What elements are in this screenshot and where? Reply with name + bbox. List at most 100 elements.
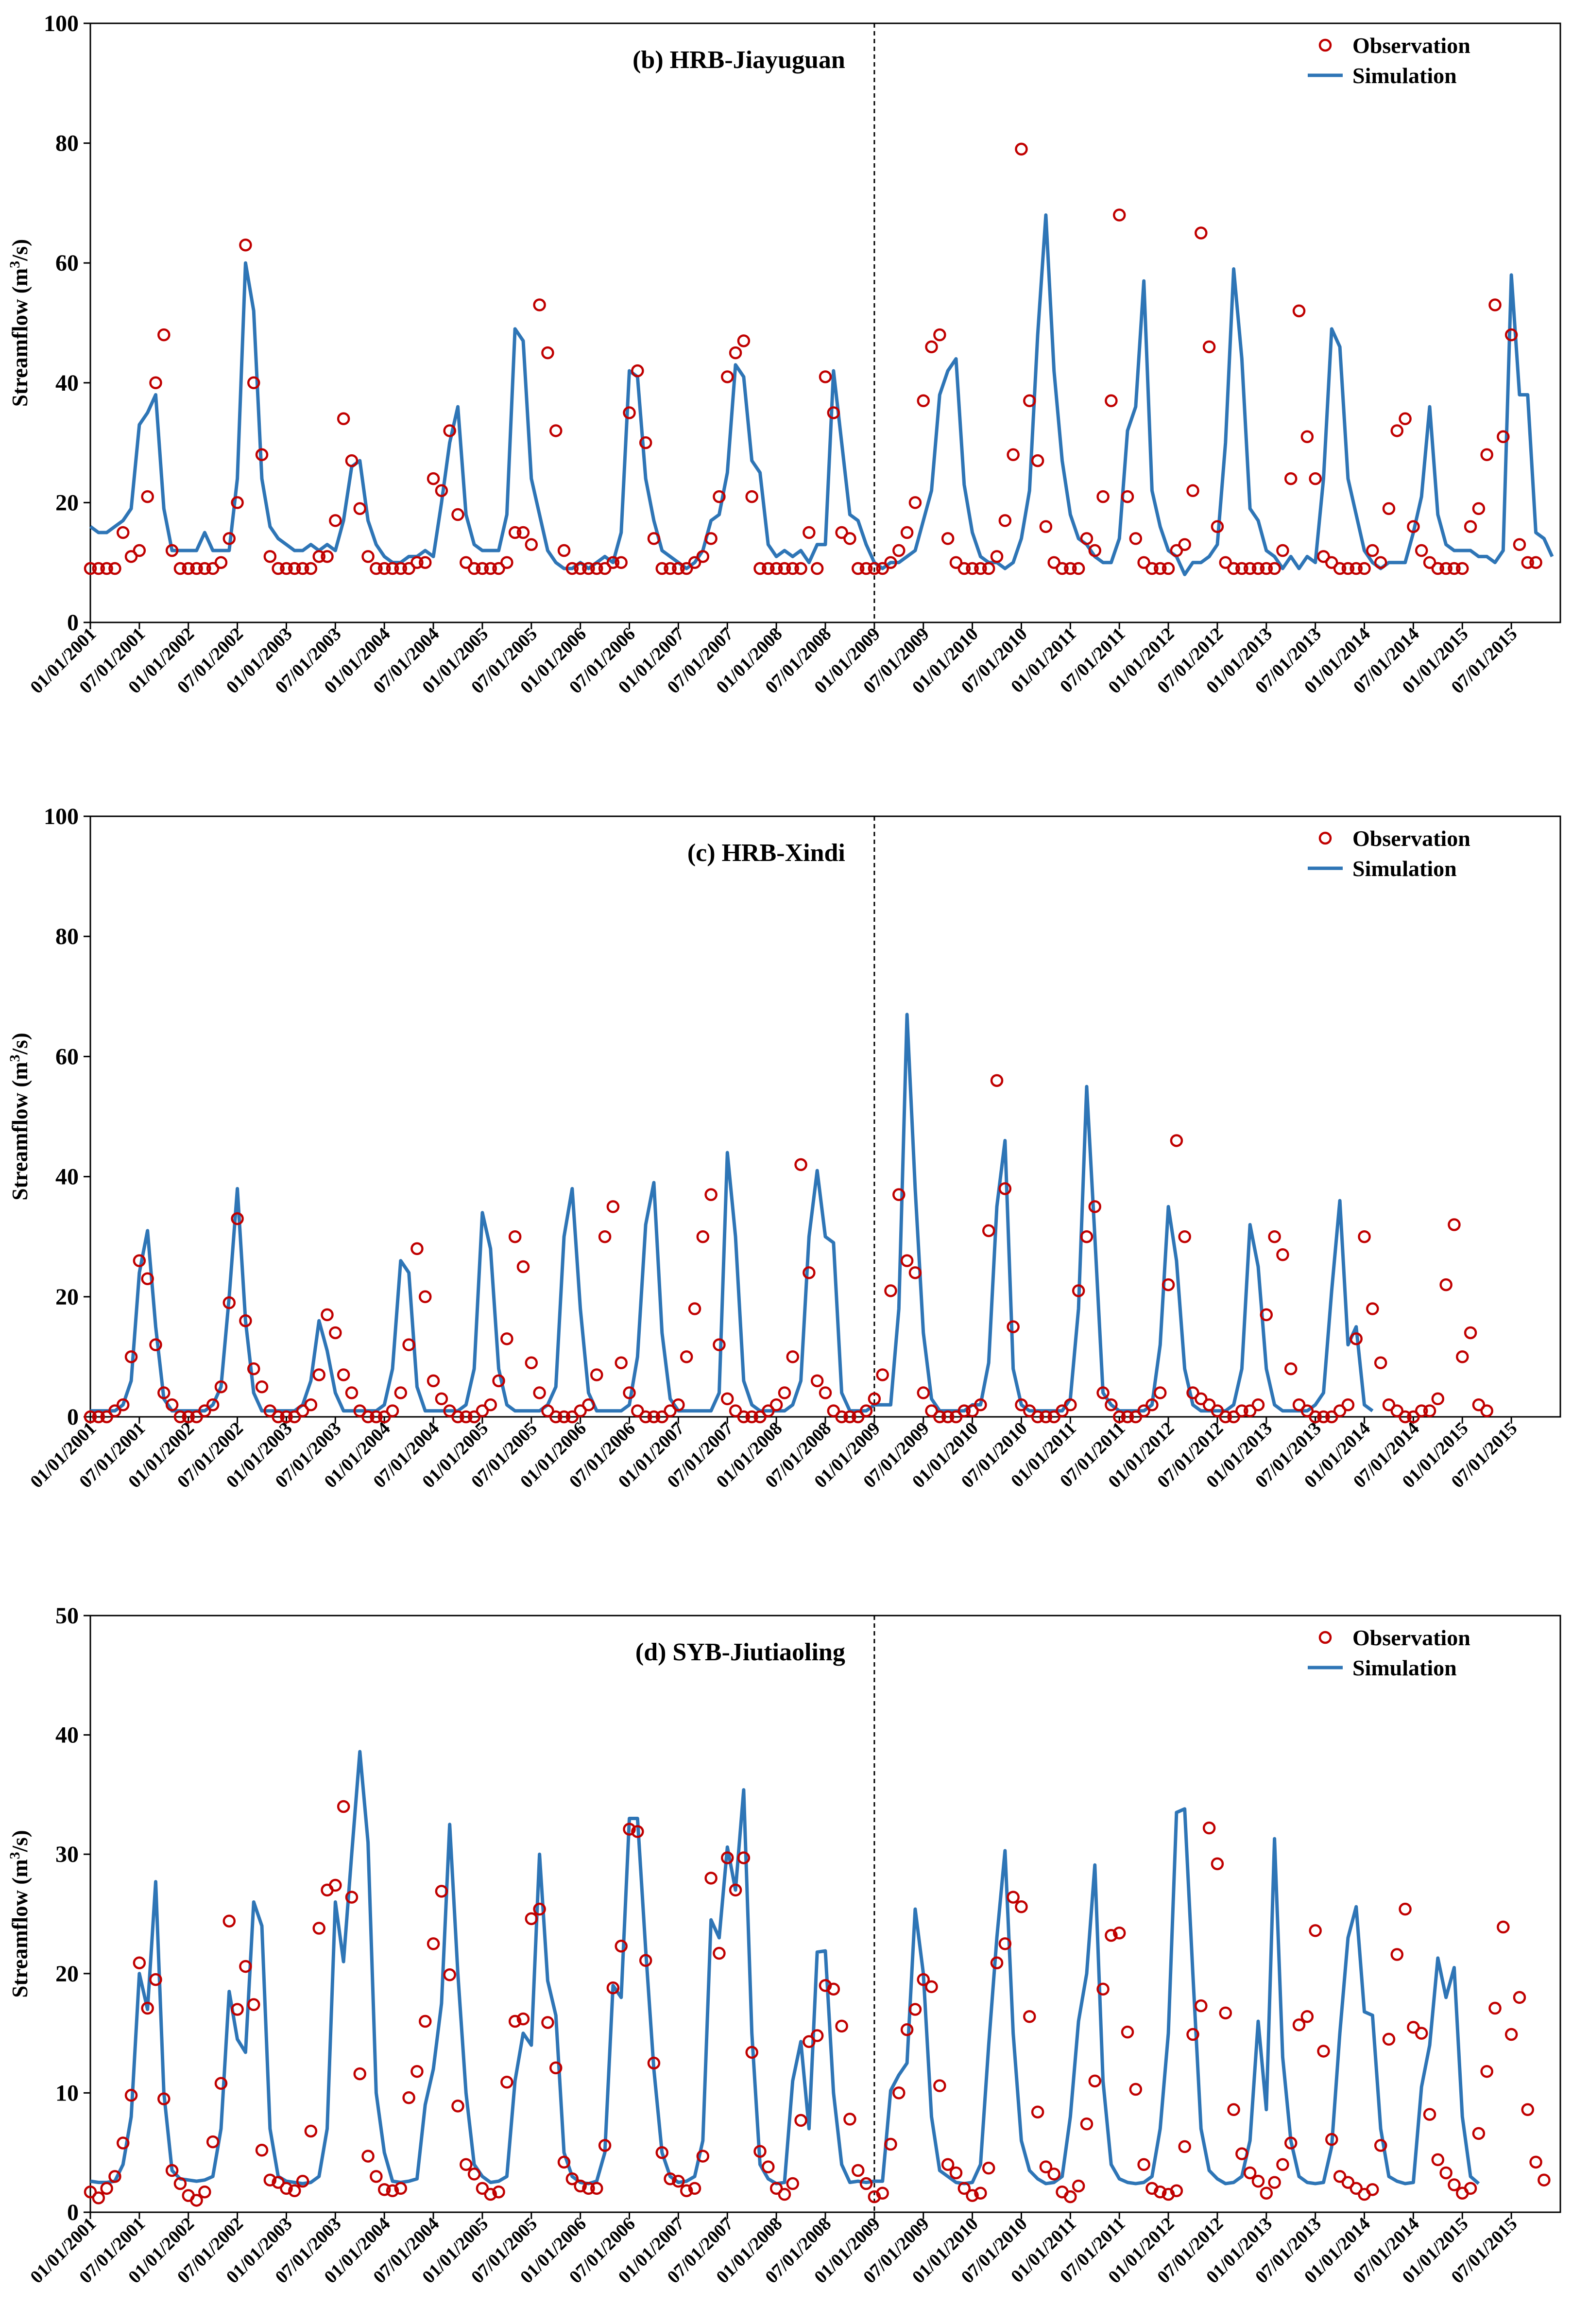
observation-point — [696, 550, 710, 563]
observation-point — [1521, 556, 1535, 569]
observation-point — [484, 1398, 497, 1412]
observation-point — [1407, 520, 1420, 533]
observation-point — [1047, 556, 1060, 569]
observation-point — [1219, 556, 1232, 569]
observation-point — [835, 526, 848, 539]
observation-point — [361, 550, 375, 563]
observation-point — [280, 1410, 293, 1424]
observation-point — [557, 2155, 571, 2169]
observation-point — [1251, 1398, 1265, 1412]
observation-point — [353, 2067, 367, 2081]
observation-point — [565, 562, 579, 575]
observation-point — [206, 1398, 220, 1412]
observation-point — [239, 1314, 252, 1327]
observation-point — [345, 454, 359, 467]
observation-point — [900, 526, 914, 539]
observation-point — [394, 562, 408, 575]
observation-point — [1039, 520, 1053, 533]
observation-point — [892, 2086, 906, 2100]
observation-point — [321, 1308, 334, 1322]
observation-point — [1031, 2105, 1044, 2118]
observation-point — [84, 562, 97, 575]
observation-point — [917, 394, 930, 408]
observation-point — [157, 2092, 171, 2105]
observation-point — [1472, 2127, 1486, 2140]
observation-point — [1341, 2176, 1355, 2189]
observation-point — [1007, 448, 1020, 462]
observation-point — [1145, 1398, 1159, 1412]
observation-point — [402, 1338, 415, 1351]
observation-point — [1178, 1230, 1191, 1243]
y-tick-label: 80 — [55, 924, 79, 949]
observation-point — [1154, 1386, 1167, 1399]
observation-point — [255, 2144, 269, 2157]
observation-point — [1358, 1230, 1371, 1243]
y-axis-label: Streamflow (m3/s) — [7, 239, 32, 407]
observation-point — [394, 2182, 408, 2195]
observation-point — [827, 406, 840, 419]
observation-point — [672, 2174, 685, 2188]
observation-point — [933, 1410, 946, 1424]
observation-point — [1497, 1920, 1510, 1934]
observation-point — [1064, 562, 1077, 575]
observation-point — [582, 562, 595, 575]
observation-point — [974, 2186, 987, 2200]
observation-point — [329, 1878, 342, 1892]
observation-point — [165, 2164, 179, 2177]
observation-point — [222, 532, 236, 545]
observation-point — [1105, 1928, 1118, 1942]
observation-point — [737, 1851, 751, 1864]
observation-point — [753, 2145, 767, 2158]
observation-point — [239, 238, 252, 252]
observation-point — [377, 562, 391, 575]
observation-point — [108, 562, 121, 575]
observation-point — [1072, 1284, 1085, 1297]
observation-point — [1472, 502, 1486, 515]
observation-point — [182, 562, 195, 575]
observation-point — [655, 2146, 669, 2159]
observation-point — [941, 532, 955, 545]
observation-point — [1366, 1302, 1379, 1315]
observation-point — [623, 406, 636, 419]
observation-point — [892, 1188, 906, 1201]
observation-point — [214, 2077, 228, 2090]
observation-point — [1284, 1362, 1298, 1376]
legend-observation-marker — [1318, 38, 1332, 52]
observation-point — [1374, 1356, 1387, 1370]
observation-point — [1399, 1410, 1412, 1424]
observation-point — [908, 1266, 922, 1279]
observation-point — [1366, 2183, 1379, 2196]
observation-point — [957, 562, 971, 575]
observation-point — [402, 562, 415, 575]
observation-point — [288, 1410, 301, 1424]
observation-point — [1129, 532, 1143, 545]
y-tick-label: 60 — [55, 250, 79, 276]
y-tick-label: 0 — [67, 1404, 79, 1430]
observation-point — [1309, 472, 1322, 485]
observation-point — [1464, 2182, 1477, 2195]
observation-point — [1047, 2168, 1060, 2181]
observation-point — [647, 1410, 661, 1424]
observation-point — [149, 376, 162, 390]
observation-point — [680, 2184, 693, 2198]
observation-point — [1497, 430, 1510, 444]
observation-point — [1284, 2136, 1298, 2150]
observation-point — [410, 1242, 424, 1256]
observation-point — [721, 1392, 734, 1406]
y-tick-label: 60 — [55, 1044, 79, 1069]
observation-point — [721, 1851, 734, 1864]
chart-title: (c) HRB-Xindi — [687, 839, 845, 867]
y-tick-label: 20 — [55, 490, 79, 516]
observation-point — [525, 1912, 538, 1926]
observation-point — [525, 538, 538, 551]
observation-point — [1243, 562, 1257, 575]
observation-point — [1292, 304, 1306, 318]
observation-point — [1227, 562, 1240, 575]
observation-point — [631, 364, 644, 378]
observation-point — [173, 562, 187, 575]
observation-point — [1366, 544, 1379, 557]
observation-point — [688, 2182, 701, 2195]
observation-point — [1521, 2103, 1535, 2117]
observation-point — [1096, 1982, 1110, 1996]
